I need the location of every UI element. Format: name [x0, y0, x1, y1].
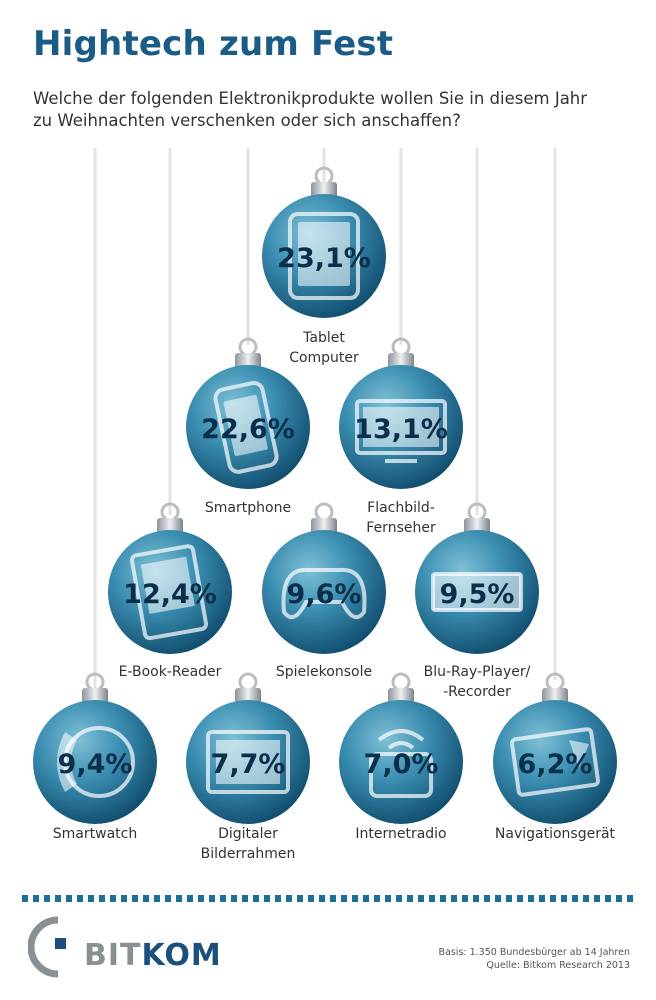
footer-divider [22, 895, 634, 902]
ornament-cap-icon [311, 518, 337, 534]
ornament-category-label: -Recorder [443, 684, 511, 700]
source-note: Basis: 1.350 Bundesbürger ab 14 Jahren Q… [439, 946, 630, 972]
ornament-cap-icon [157, 518, 183, 534]
ornament-strings [93, 148, 557, 700]
ornament-value-label: 9,6% [287, 579, 362, 610]
page-title: Hightech zum Fest [33, 24, 394, 64]
ornament-category-label: Blu-Ray-Player/ [424, 664, 531, 680]
smartwatch-icon [57, 726, 135, 798]
ornament-cap-icon [82, 688, 108, 704]
bitkom-logo: BITKOM [28, 912, 228, 980]
ornament-value-label: 6,2% [518, 749, 593, 780]
tablet-icon [288, 212, 360, 300]
ornament: 9,5% Blu-Ray-Player/ -Recorder [415, 502, 539, 700]
navigation-device-icon [510, 727, 600, 797]
ornament-cap-icon [464, 518, 490, 534]
ornament-cap-icon [388, 353, 414, 369]
ornament: 23,1% Tablet Computer [262, 166, 386, 366]
ornament-value-label: 9,5% [440, 579, 515, 610]
ornament-value-label: 13,1% [354, 414, 448, 445]
ornament-value-label: 7,0% [364, 749, 439, 780]
bluray-player-icon [431, 572, 523, 612]
radio-icon [369, 729, 433, 798]
ornament-category-label: Bilderrahmen [201, 846, 296, 862]
gamepad-icon [281, 567, 367, 620]
ornament: 9,6% Spielekonsole [262, 502, 386, 680]
ornament-value-label: 7,7% [211, 749, 286, 780]
ornament-ball [33, 700, 157, 824]
ornament-cap-icon [542, 688, 568, 704]
ornament-category-label: Tablet [302, 330, 345, 346]
logo-text-kom: KOM [141, 938, 222, 973]
ebook-reader-icon [129, 544, 209, 641]
ornament-category-label: Flachbild- [367, 500, 435, 516]
ornament-category-label: E-Book-Reader [119, 664, 222, 680]
ornament-category-label: Internetradio [355, 826, 446, 842]
ornament: 13,1% Flachbild- Fernseher [339, 337, 463, 536]
ornament-hook-icon [314, 502, 334, 522]
ornament-category-label: Smartphone [205, 500, 291, 516]
logo-mark-icon [28, 916, 66, 978]
ornament-category-label: Navigationsgerät [495, 826, 616, 842]
ornament-category-label: Digitaler [218, 826, 278, 842]
logo-text-bit: BIT [84, 938, 142, 973]
smartphone-icon [213, 381, 279, 474]
subtitle-line-2: zu Weihnachten verschenken oder sich ans… [33, 111, 461, 130]
ornament: 7,0% Internetradio [339, 672, 463, 842]
ornament-category-label: Spielekonsole [276, 664, 372, 680]
picture-frame-icon [206, 730, 290, 794]
ornament: 6,2% Navigationsgerät [493, 672, 617, 842]
ornament-value-label: 23,1% [277, 243, 371, 274]
source-basis: Basis: 1.350 Bundesbürger ab 14 Jahren [438, 947, 630, 958]
ornament: 22,6% Smartphone [186, 337, 310, 516]
ornament-hook-icon [391, 672, 411, 692]
ornament-value-label: 9,4% [58, 749, 133, 780]
ornament-cap-icon [235, 688, 261, 704]
logo-wordmark: BITKOM [84, 938, 222, 973]
ornament-value-label: 12,4% [123, 579, 217, 610]
source-quelle: Quelle: Bitkom Research 2013 [486, 960, 630, 971]
ornament-cap-icon [388, 688, 414, 704]
ornament-category-label: Smartwatch [53, 826, 137, 842]
subtitle-line-1: Welche der folgenden Elektronikprodukte … [33, 89, 588, 108]
ornament-cap-icon [311, 182, 337, 198]
ornament: 9,4% Smartwatch [33, 672, 157, 842]
ornament-cap-icon [235, 353, 261, 369]
ornament-category-label: Computer [289, 350, 359, 366]
page-subtitle: Welche der folgenden Elektronikprodukte … [33, 88, 633, 132]
ornament-value-label: 22,6% [201, 414, 295, 445]
ornament-hook-icon [238, 672, 258, 692]
flat-tv-icon [355, 399, 447, 463]
ornament-ball [262, 530, 386, 654]
ornament-category-label: Fernseher [366, 520, 436, 536]
ornament: 12,4% E-Book-Reader [108, 502, 232, 680]
ornament: 7,7% Digitaler Bilderrahmen [186, 672, 310, 862]
